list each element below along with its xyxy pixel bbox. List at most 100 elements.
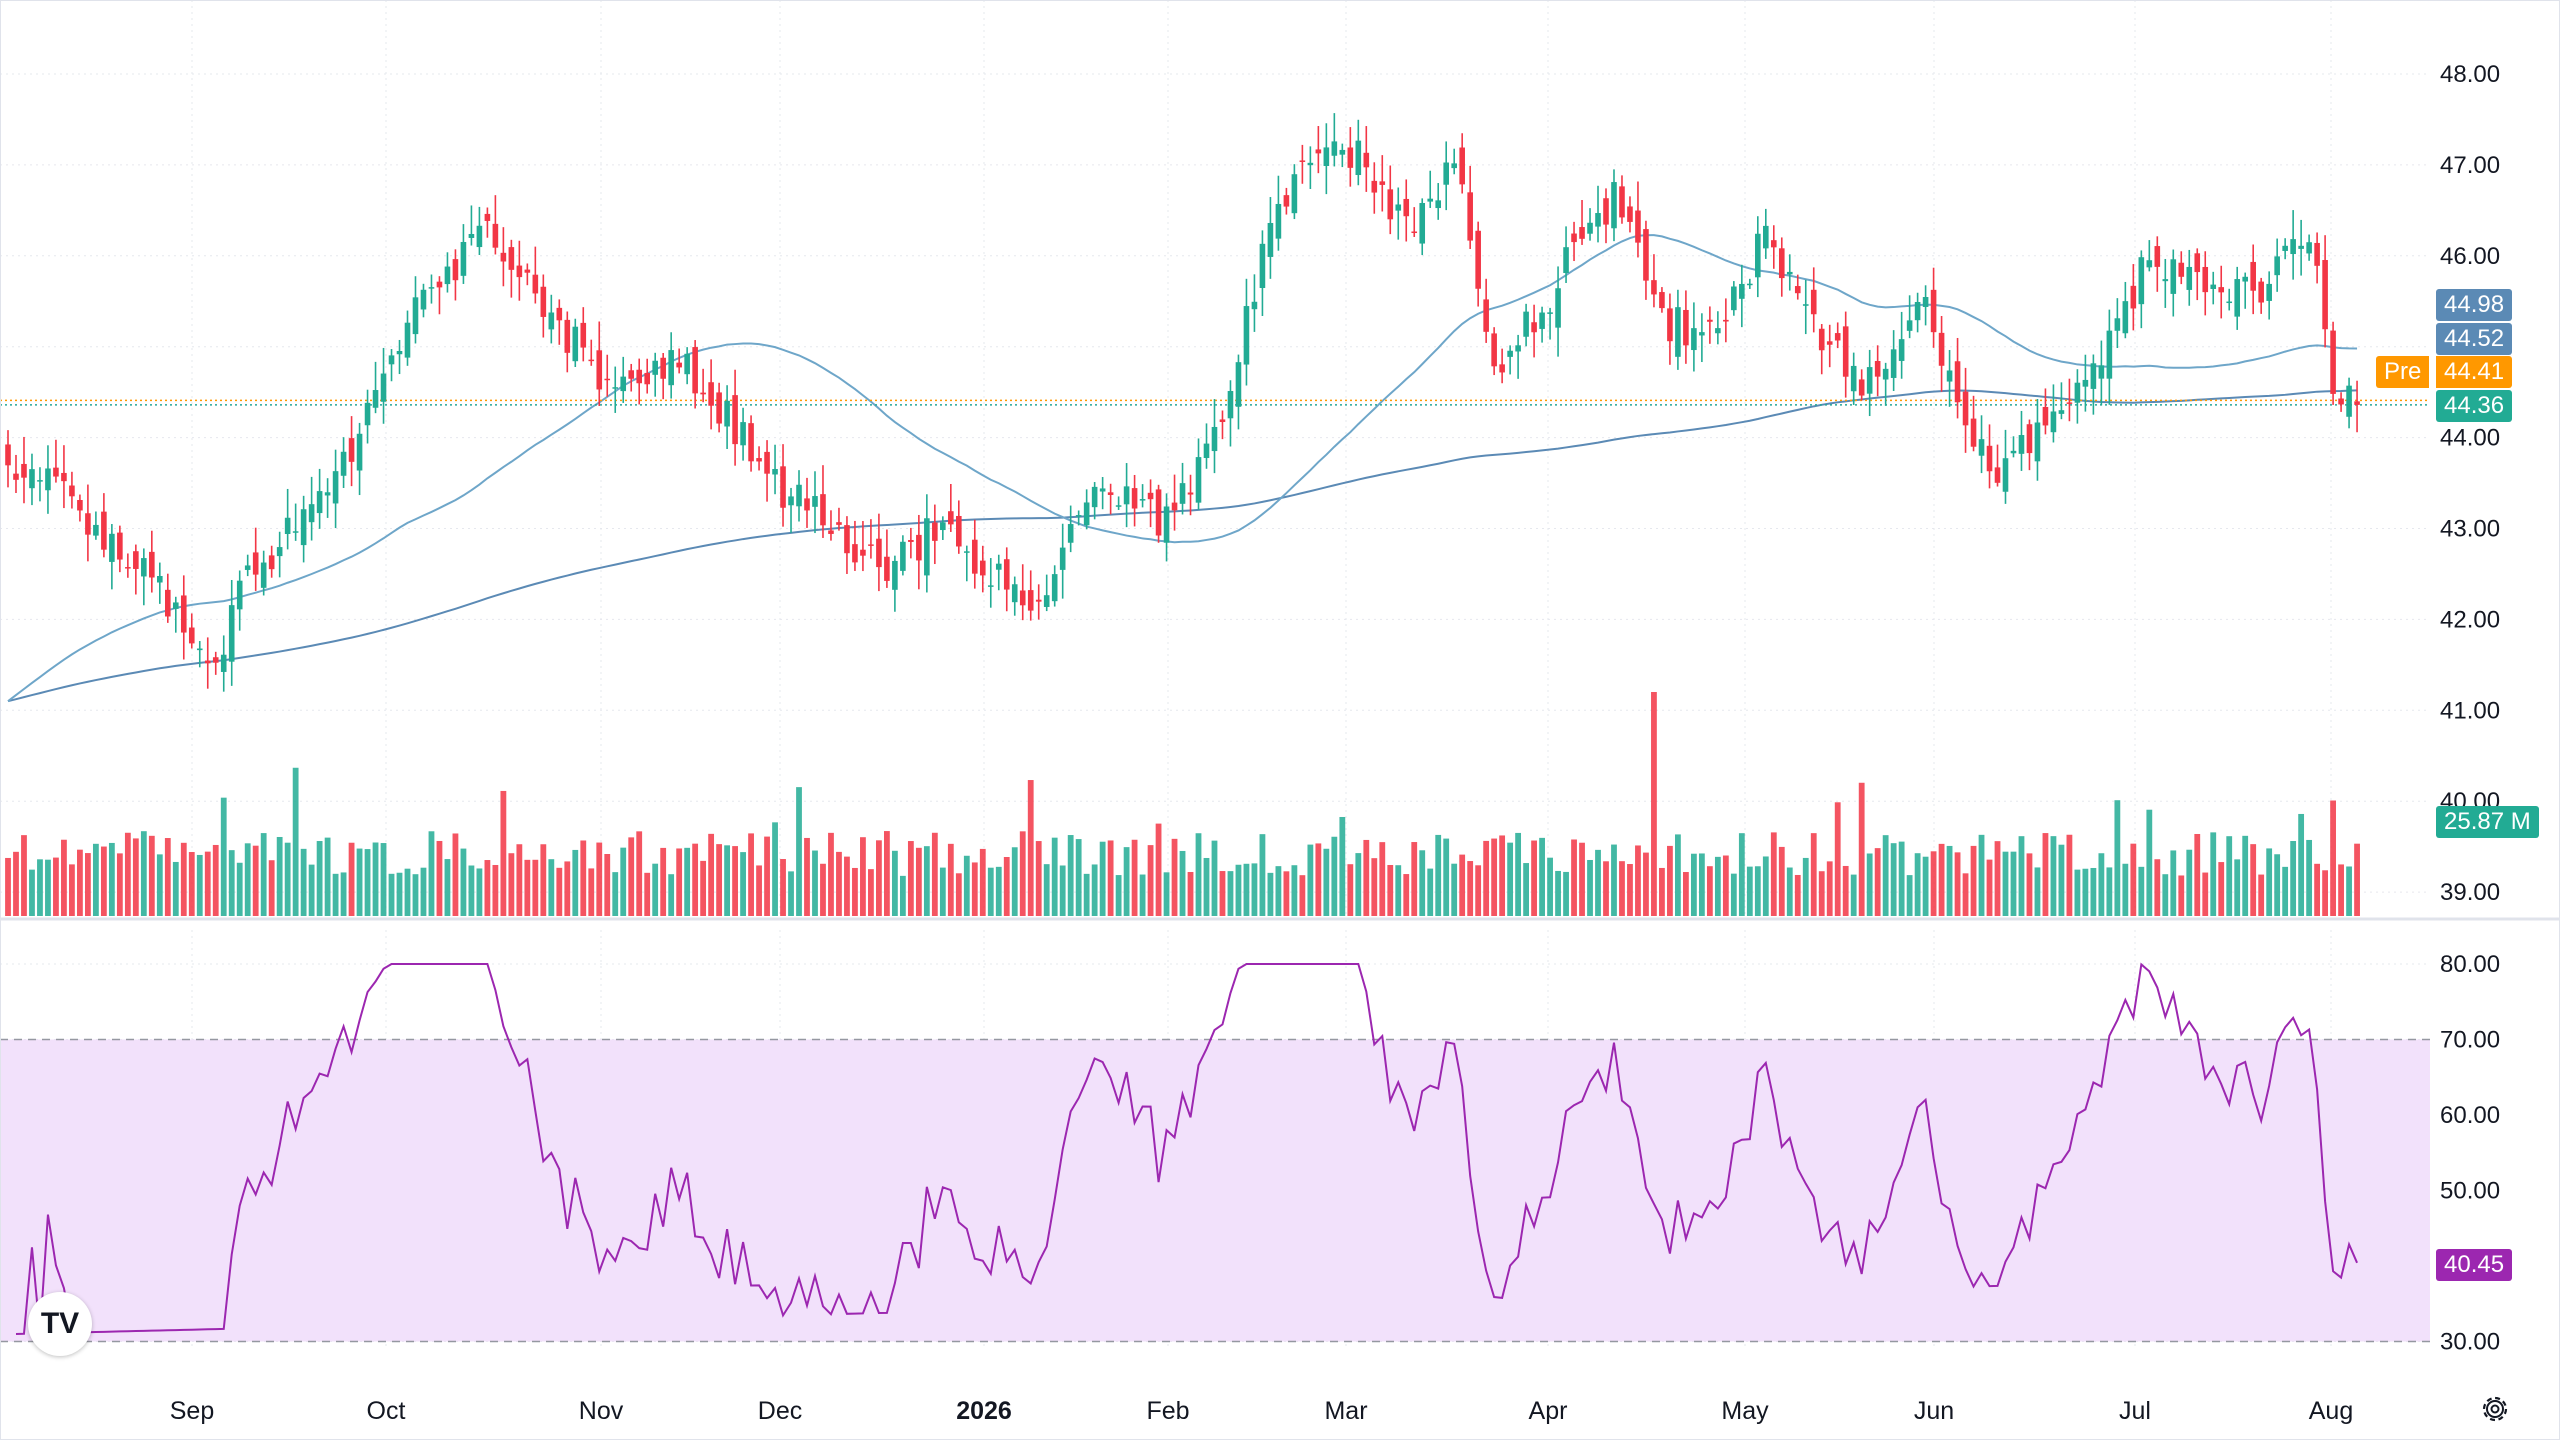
- volume-bar: [188, 852, 195, 916]
- volume-bar: [1890, 843, 1897, 916]
- time-axis[interactable]: Sep Oct Nov Dec 2026 Feb Mar Apr May Jun Jul Aug: [170, 1397, 2353, 1425]
- candle-body: [1507, 350, 1513, 357]
- candle-body: [1890, 349, 1897, 378]
- candle-body: [1139, 499, 1146, 501]
- candle-body: [2082, 379, 2089, 387]
- time-tick-label: Jul: [2119, 1397, 2151, 1425]
- volume-bar: [684, 847, 691, 916]
- volume-bar: [1331, 836, 1338, 916]
- candle-body: [1627, 206, 1633, 222]
- price-axis[interactable]: 39.0040.0041.0042.0043.0044.0045.0046.00…: [2440, 61, 2500, 906]
- volume-bar: [1139, 874, 1146, 916]
- volume-bar: [660, 847, 667, 916]
- candle-body: [268, 555, 275, 570]
- volume-bar: [1339, 816, 1346, 916]
- candle-body: [1411, 231, 1418, 234]
- rsi-line: [15, 962, 2358, 1335]
- volume-bar: [1675, 834, 1681, 916]
- volume-bar: [1810, 833, 1817, 916]
- gear-icon[interactable]: [2478, 1392, 2512, 1426]
- candle-body: [1219, 419, 1226, 423]
- volume-bar: [1091, 864, 1098, 916]
- candle-body: [1387, 189, 1394, 220]
- candle-body: [1499, 364, 1505, 373]
- volume-bar: [628, 837, 635, 916]
- candle-body: [2058, 410, 2065, 414]
- volume-bar: [1507, 842, 1514, 916]
- volume-bar: [2250, 844, 2257, 916]
- candle-body: [1651, 280, 1657, 295]
- tradingview-logo-icon[interactable]: TV: [28, 1292, 92, 1356]
- candle-body: [2298, 245, 2304, 249]
- candle-body: [1011, 584, 1018, 603]
- candle-body: [157, 576, 163, 583]
- candle-body: [868, 544, 874, 546]
- volume-bar: [2210, 832, 2217, 916]
- candle-body: [540, 286, 547, 317]
- volume-bar: [1067, 835, 1074, 916]
- candle-body: [101, 511, 107, 550]
- candle-body: [2346, 385, 2352, 417]
- volume-bar: [1323, 848, 1330, 916]
- candle-body: [684, 353, 690, 375]
- volume-bar: [1523, 863, 1529, 916]
- candle-body: [1419, 202, 1426, 244]
- volume-bar: [1603, 861, 1609, 916]
- candle-body: [204, 660, 211, 664]
- candle-body: [2306, 242, 2312, 254]
- volume-bar: [2218, 862, 2225, 916]
- candle-body: [1131, 488, 1138, 509]
- candle-body: [1515, 345, 1521, 352]
- candle-body: [1826, 341, 1833, 345]
- volume-bar: [1770, 832, 1777, 916]
- volume-bar: [2106, 867, 2113, 916]
- candle-body: [149, 551, 155, 578]
- candle-body: [1755, 233, 1761, 278]
- candle-body: [1643, 229, 1649, 281]
- candle-body: [292, 531, 299, 533]
- volume-bar: [1451, 863, 1458, 916]
- candle-body: [452, 259, 459, 281]
- candle-body: [125, 567, 131, 569]
- volume-bar: [2202, 872, 2209, 916]
- volume-bar: [2306, 839, 2313, 916]
- volume-bar: [372, 842, 379, 916]
- candle-body: [636, 369, 643, 384]
- volume-bar: [1571, 839, 1577, 916]
- candle-body: [141, 558, 147, 577]
- volume-bar: [1611, 844, 1617, 916]
- candle-body: [1970, 418, 1977, 447]
- candle-body: [916, 534, 922, 561]
- rsi-tick-label: 80.00: [2440, 951, 2500, 978]
- volume-bar: [69, 864, 75, 916]
- volume-bar: [2282, 866, 2289, 916]
- volume-bar: [37, 859, 43, 916]
- candle-body: [2266, 283, 2272, 301]
- candle-body: [971, 539, 978, 574]
- volume-bar: [2090, 867, 2097, 916]
- candle-body: [1099, 488, 1106, 492]
- volume-bar: [1714, 856, 1721, 916]
- candle-body: [764, 451, 770, 474]
- candle-body: [2066, 402, 2073, 404]
- candle-body: [1715, 328, 1721, 334]
- candle-body: [2178, 262, 2185, 277]
- candle-body: [188, 627, 195, 644]
- volume-bar: [2234, 859, 2241, 916]
- candle-body: [1667, 308, 1673, 342]
- candle-body: [1539, 312, 1545, 329]
- volume-bar: [308, 864, 315, 916]
- volume-bar: [1387, 865, 1394, 916]
- candle-body: [1802, 304, 1809, 306]
- candle-body: [340, 451, 347, 476]
- volume-bar: [316, 841, 323, 916]
- candle-body: [21, 463, 27, 478]
- volume-bar: [460, 848, 467, 916]
- volume-bar: [364, 849, 371, 916]
- volume-bar: [1834, 802, 1841, 916]
- volume-bar: [156, 854, 163, 916]
- volume-bar: [1938, 843, 1945, 916]
- volume-bar: [732, 846, 738, 916]
